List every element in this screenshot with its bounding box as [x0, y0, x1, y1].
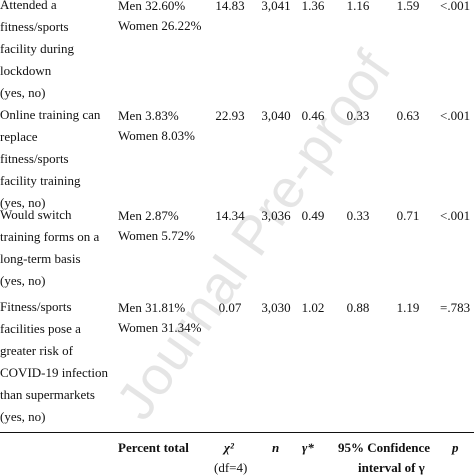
ci-low-value: 1.16 — [346, 0, 370, 13]
header-ci: 95% Confidence — [338, 440, 431, 455]
ci-high-value: 1.19 — [396, 300, 420, 315]
percent-cell: Men 2.87% Women 5.72% — [118, 206, 195, 246]
chi2-value: 22.93 — [215, 108, 245, 123]
ci-high-value: 0.63 — [396, 108, 420, 123]
header-chi2: χ² — [224, 440, 234, 455]
description-line: Would switch — [0, 207, 72, 222]
header-rule — [0, 432, 474, 433]
gamma-value: 0.49 — [301, 208, 325, 223]
percent-men: Men 32.60% — [118, 0, 186, 13]
p-value: =.783 — [440, 300, 471, 315]
percent-men: Men 2.87% — [118, 208, 179, 223]
description-line: facilities pose a — [0, 321, 81, 336]
percent-cell: Men 3.83% Women 8.03% — [118, 106, 195, 146]
p-value: <.001 — [440, 108, 471, 123]
description-line: fitness/sports — [0, 19, 69, 34]
description-line: training forms on a — [0, 229, 100, 244]
description-line: Online training can — [0, 107, 101, 122]
description-line: facility training — [0, 173, 81, 188]
percent-women: Women 31.34% — [118, 320, 202, 335]
header-n: n — [272, 440, 280, 455]
n-value: 3,041 — [261, 0, 291, 13]
row-description: Fitness/sports facilities pose a greater… — [0, 296, 110, 428]
row-description: Online training can replace fitness/spor… — [0, 104, 110, 214]
description-line: (yes, no) — [0, 85, 46, 100]
description-line: fitness/sports — [0, 151, 69, 166]
chi2-value: 14.34 — [215, 208, 245, 223]
ci-high-value: 0.71 — [396, 208, 420, 223]
row-description: Attended a fitness/sports facility durin… — [0, 0, 110, 104]
description-line: COVID-19 infection — [0, 365, 108, 380]
description-line: greater risk of — [0, 343, 73, 358]
chi2-value: 0.07 — [218, 300, 242, 315]
n-value: 3,036 — [261, 208, 291, 223]
header-percent-total: Percent total — [118, 440, 189, 455]
percent-women: Women 5.72% — [118, 228, 195, 243]
p-value: <.001 — [440, 0, 471, 13]
description-line: (yes, no) — [0, 273, 46, 288]
ci-low-value: 0.88 — [346, 300, 370, 315]
percent-cell: Men 32.60% Women 26.22% — [118, 0, 201, 36]
description-line: facility during — [0, 41, 75, 56]
gamma-value: 1.02 — [301, 300, 325, 315]
percent-men: Men 31.81% — [118, 300, 186, 315]
header-ci-sub: interval of γ — [358, 460, 425, 475]
gamma-value: 0.46 — [301, 108, 325, 123]
row-description: Would switch training forms on a long-te… — [0, 204, 110, 292]
description-line: lockdown — [0, 63, 52, 78]
ci-low-value: 0.33 — [346, 208, 370, 223]
n-value: 3,030 — [261, 300, 291, 315]
header-p: p — [452, 440, 459, 455]
header-gamma: γ* — [302, 440, 314, 455]
ci-high-value: 1.59 — [396, 0, 420, 13]
description-line: (yes, no) — [0, 409, 46, 424]
percent-cell: Men 31.81% Women 31.34% — [118, 298, 201, 338]
percent-women: Women 26.22% — [118, 18, 202, 33]
gamma-value: 1.36 — [301, 0, 325, 13]
description-line: replace — [0, 129, 38, 144]
description-line: (yes, no) — [0, 195, 46, 210]
description-line: Attended a — [0, 0, 57, 12]
percent-men: Men 3.83% — [118, 108, 179, 123]
description-line: than supermarkets — [0, 387, 95, 402]
p-value: <.001 — [440, 208, 471, 223]
header-chi2-sub: (df=4) — [214, 460, 248, 475]
n-value: 3,040 — [261, 108, 291, 123]
ci-low-value: 0.33 — [346, 108, 370, 123]
percent-women: Women 8.03% — [118, 128, 195, 143]
chi2-value: 14.83 — [215, 0, 245, 13]
description-line: long-term basis — [0, 251, 81, 266]
description-line: Fitness/sports — [0, 299, 72, 314]
